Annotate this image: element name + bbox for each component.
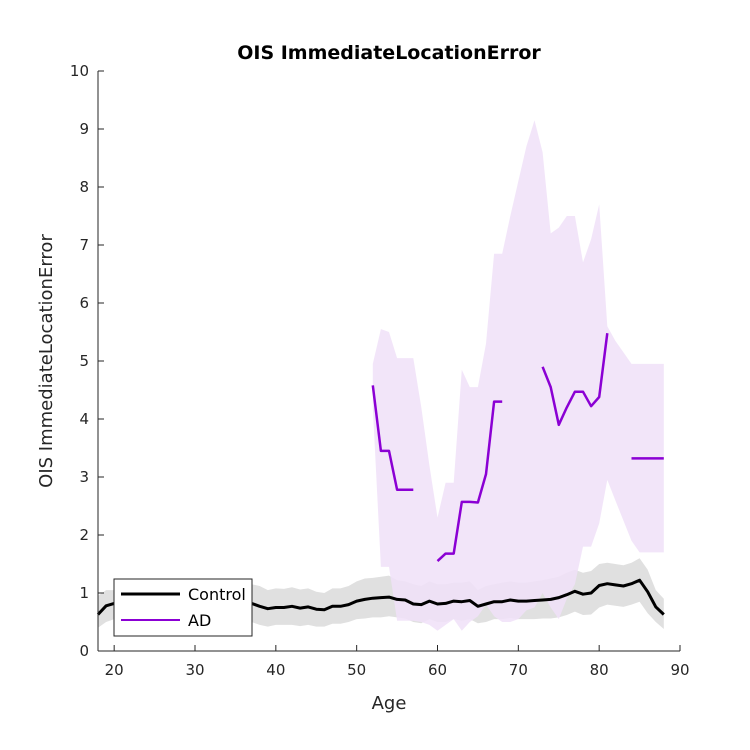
y-tick-label-6: 6: [79, 294, 89, 312]
legend: Control AD: [113, 578, 253, 637]
x-tick-label-60: 60: [428, 661, 447, 679]
ad-line-segment-3: [541, 333, 609, 427]
x-tick-label-20: 20: [105, 661, 124, 679]
x-tick-label-90: 90: [670, 661, 689, 679]
x-axis-label: Age: [372, 693, 407, 714]
y-tick-label-3: 3: [79, 468, 89, 486]
ad-band: [372, 120, 664, 631]
y-tick-label-5: 5: [79, 352, 89, 370]
legend-box: [113, 578, 253, 637]
legend-label-control: Control: [188, 585, 246, 604]
y-tick-label-1: 1: [79, 584, 89, 602]
y-tick-label-9: 9: [79, 120, 89, 138]
y-tick-label-0: 0: [79, 642, 89, 660]
plot-area: 20 30 40 50 60 70 80 90 0 1 2 3 4 5 6 7 8 9 10: [70, 62, 690, 679]
y-tick-label-8: 8: [79, 178, 89, 196]
chart-title: OIS ImmediateLocationError: [237, 42, 541, 64]
x-tick-label-50: 50: [347, 661, 366, 679]
y-tick-label-2: 2: [79, 526, 89, 544]
legend-label-ad: AD: [188, 611, 211, 630]
ad-line-segment-1: [371, 385, 414, 492]
y-tick-label-10: 10: [70, 62, 89, 80]
axes-layer: 20 30 40 50 60 70 80 90 0 1 2 3 4 5 6 7 8 9 10: [70, 62, 690, 679]
x-tick-label-40: 40: [266, 661, 285, 679]
x-tick-label-70: 70: [509, 661, 528, 679]
y-axis-label: OIS ImmediateLocationError: [36, 234, 57, 488]
ad-line-segment-2: [436, 400, 503, 563]
y-tick-label-7: 7: [79, 236, 89, 254]
x-tick-label-30: 30: [185, 661, 204, 679]
x-tick-label-80: 80: [590, 661, 609, 679]
y-tick-label-4: 4: [79, 410, 89, 428]
